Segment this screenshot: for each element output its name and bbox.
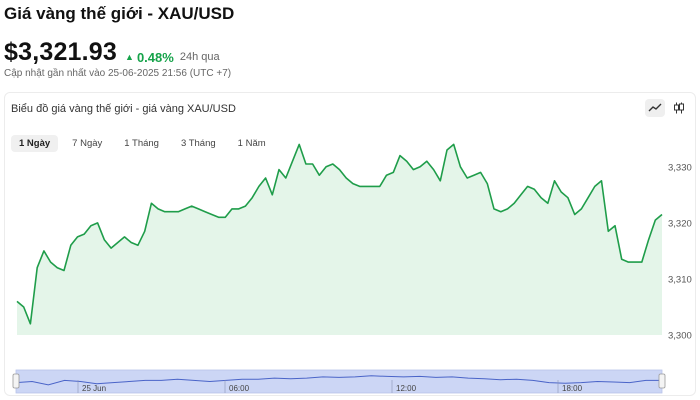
navigator-handle-right[interactable]: [658, 373, 666, 389]
y-tick-label: 3,300: [668, 331, 692, 342]
navigator-label: 25 Jun: [82, 384, 106, 393]
chart-title: Biểu đồ giá vàng thế giới - giá vàng XAU…: [11, 103, 236, 115]
navigator-handle-left[interactable]: [12, 373, 20, 389]
price-row: $3,321.93 ▲ 0.48% 24h qua: [4, 38, 220, 67]
range-tabs: 1 Ngày 7 Ngày 1 Tháng 3 Tháng 1 Năm: [11, 135, 274, 152]
line-chart-icon: [648, 103, 662, 112]
change-period: 24h qua: [179, 51, 220, 63]
triangle-up-icon: ▲: [125, 52, 134, 62]
navigator-label: 06:00: [229, 384, 250, 393]
y-tick-label: 3,310: [668, 274, 692, 285]
navigator-label: 18:00: [562, 384, 583, 393]
navigator-line: [15, 375, 662, 386]
y-tick-label: 3,330: [668, 162, 692, 173]
price-line: [16, 143, 663, 325]
candlestick-button[interactable]: [669, 99, 689, 117]
tab-7-days[interactable]: 7 Ngày: [72, 138, 103, 149]
y-tick-label: 3,320: [668, 218, 692, 229]
navigator-label: 12:00: [396, 384, 417, 393]
tab-1-month[interactable]: 1 Tháng: [124, 138, 159, 149]
tab-1-year[interactable]: 1 Năm: [237, 138, 266, 149]
last-updated: Cập nhật gần nhất vào 25-06-2025 21:56 (…: [4, 68, 232, 79]
candlestick-icon: [674, 102, 684, 114]
tab-1-day[interactable]: 1 Ngày: [11, 135, 59, 152]
line-chart-button[interactable]: [645, 99, 665, 117]
page-title: Giá vàng thế giới - XAU/USD: [4, 4, 235, 23]
chart-toolbar: [645, 99, 689, 117]
price-change: ▲ 0.48%: [125, 50, 174, 65]
tab-3-months[interactable]: 3 Tháng: [180, 138, 216, 149]
current-price: $3,321.93: [4, 38, 118, 66]
price-change-value: 0.48%: [136, 49, 174, 65]
price-area: [17, 144, 662, 335]
